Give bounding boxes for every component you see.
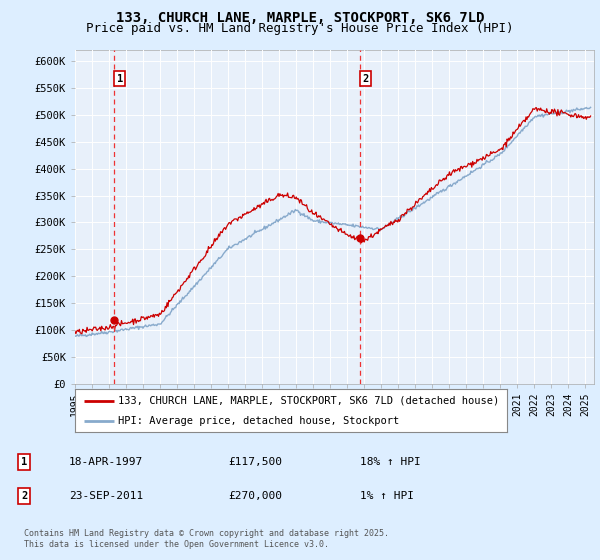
- Text: 18% ↑ HPI: 18% ↑ HPI: [360, 457, 421, 467]
- Text: 1% ↑ HPI: 1% ↑ HPI: [360, 491, 414, 501]
- Text: 18-APR-1997: 18-APR-1997: [69, 457, 143, 467]
- Text: 133, CHURCH LANE, MARPLE, STOCKPORT, SK6 7LD: 133, CHURCH LANE, MARPLE, STOCKPORT, SK6…: [116, 11, 484, 25]
- Text: 2: 2: [21, 491, 27, 501]
- Text: 133, CHURCH LANE, MARPLE, STOCKPORT, SK6 7LD (detached house): 133, CHURCH LANE, MARPLE, STOCKPORT, SK6…: [118, 396, 499, 406]
- Text: Price paid vs. HM Land Registry's House Price Index (HPI): Price paid vs. HM Land Registry's House …: [86, 22, 514, 35]
- Text: £117,500: £117,500: [228, 457, 282, 467]
- Text: HPI: Average price, detached house, Stockport: HPI: Average price, detached house, Stoc…: [118, 417, 400, 426]
- Text: Contains HM Land Registry data © Crown copyright and database right 2025.
This d: Contains HM Land Registry data © Crown c…: [24, 529, 389, 549]
- Text: 1: 1: [21, 457, 27, 467]
- Text: £270,000: £270,000: [228, 491, 282, 501]
- Text: 23-SEP-2011: 23-SEP-2011: [69, 491, 143, 501]
- Text: 1: 1: [116, 74, 123, 84]
- Text: 2: 2: [362, 74, 368, 84]
